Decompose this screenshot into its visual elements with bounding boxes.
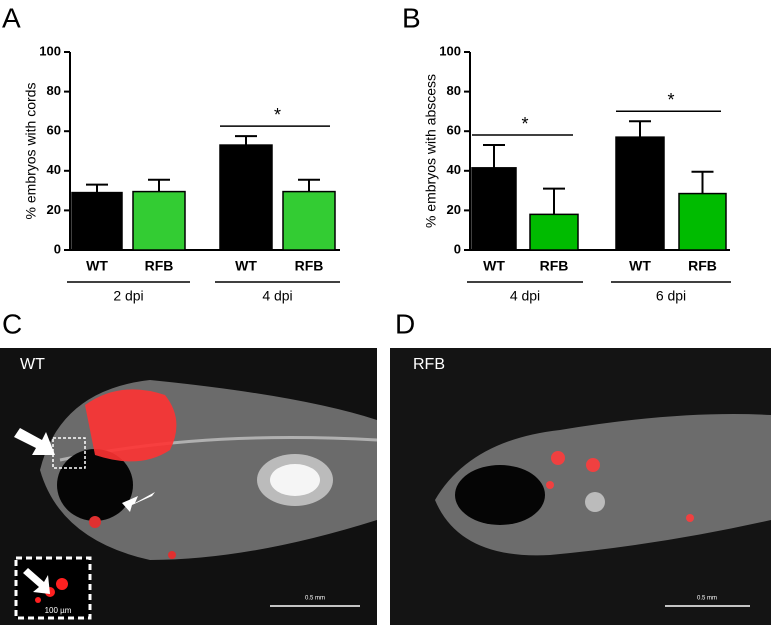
group-label: 6 dpi — [656, 288, 686, 304]
image-label: RFB — [413, 356, 445, 373]
x-tick-label: RFB — [145, 258, 174, 274]
group-label: 4 dpi — [262, 288, 292, 304]
y-tick-label: 0 — [454, 241, 461, 256]
x-tick-label: RFB — [540, 258, 569, 274]
x-tick-label: WT — [235, 258, 257, 274]
panel-label: A — [2, 2, 21, 33]
y-axis-label: % embryos with abscess — [423, 74, 439, 228]
y-tick-label: 0 — [54, 241, 61, 256]
y-tick-label: 80 — [447, 83, 461, 98]
y-tick-label: 100 — [39, 43, 61, 58]
significance-star: * — [667, 90, 674, 110]
x-tick-label: WT — [629, 258, 651, 274]
y-tick-label: 80 — [47, 83, 61, 98]
bar — [132, 190, 186, 251]
significance-star: * — [521, 114, 528, 134]
y-axis-label: % embryos with cords — [23, 83, 39, 220]
inset-scale-label: 100 µm — [45, 606, 72, 615]
image-label: WT — [20, 356, 45, 373]
x-tick-label: WT — [86, 258, 108, 274]
scale-label: 0.5 mm — [305, 596, 325, 602]
bar — [471, 167, 517, 251]
scale-label: 0.5 mm — [697, 596, 717, 602]
bar — [219, 144, 273, 251]
y-tick-label: 60 — [447, 123, 461, 138]
panel-label: D — [395, 308, 415, 339]
y-tick-label: 20 — [447, 202, 461, 217]
y-tick-label: 20 — [47, 202, 61, 217]
y-tick-label: 60 — [47, 123, 61, 138]
bar — [615, 136, 665, 251]
bar — [529, 213, 579, 251]
significance-star: * — [274, 105, 281, 125]
x-tick-label: WT — [483, 258, 505, 274]
group-label: 4 dpi — [510, 288, 540, 304]
micrograph-wt — [0, 348, 378, 625]
y-tick-label: 40 — [47, 162, 61, 177]
micrograph-rfb — [390, 348, 771, 625]
bar — [282, 190, 336, 251]
y-tick-label: 100 — [439, 43, 461, 58]
y-tick-label: 40 — [447, 162, 461, 177]
bar — [71, 191, 123, 251]
panel-label: C — [2, 308, 22, 339]
x-tick-label: RFB — [688, 258, 717, 274]
group-label: 2 dpi — [113, 288, 143, 304]
panel-label: B — [402, 2, 421, 33]
x-tick-label: RFB — [295, 258, 324, 274]
bar — [678, 192, 727, 251]
